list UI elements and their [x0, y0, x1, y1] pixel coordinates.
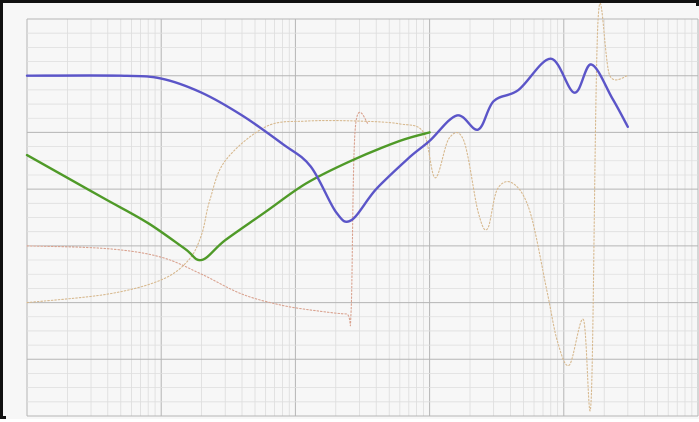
chart-plot	[3, 3, 699, 422]
